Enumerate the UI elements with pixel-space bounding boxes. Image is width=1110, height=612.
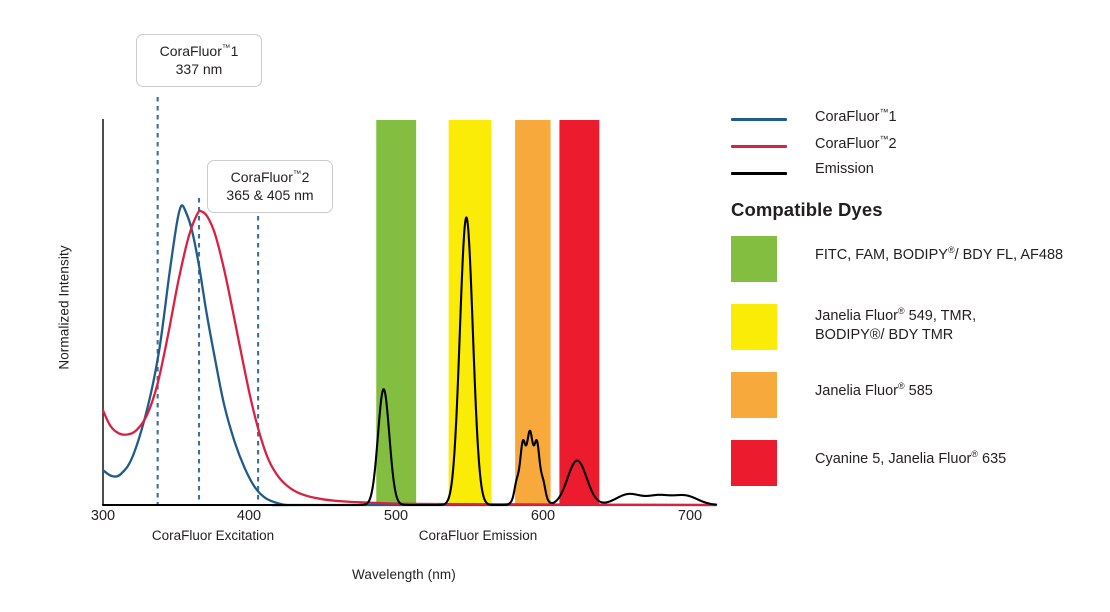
xtick-300: 300 — [90, 508, 116, 524]
trademark-glyph: ™ — [879, 134, 889, 144]
corafluor1-callout: CoraFluor™1 337 nm — [136, 34, 262, 88]
legend-item-corafluor2[interactable]: CoraFluor™2 — [731, 133, 1101, 160]
callout2-line2: 365 & 405 nm — [226, 186, 314, 203]
curve-emission — [101, 216, 718, 507]
dye-label: Cyanine 5, Janelia Fluor® 635 — [815, 449, 1007, 467]
dye-label: Janelia Fluor® 549, TMR, BODIPY®/ BDY TMR — [815, 306, 977, 343]
dye-label: Janelia Fluor® 585 — [815, 381, 933, 399]
compatible-dyes-heading: Compatible Dyes — [731, 199, 883, 220]
legend-swatch-line — [731, 172, 787, 175]
callout2-line1: CoraFluor™2 — [230, 168, 310, 185]
legend-swatch-line — [731, 145, 787, 148]
xtick-500: 500 — [383, 508, 409, 524]
xtick-600: 600 — [530, 508, 556, 524]
legend-item-corafluor1[interactable]: CoraFluor™1 — [731, 106, 1101, 133]
compatible-dyes-list: FITC, FAM, BODIPY®/ BDY FL, AF488 Janelia… — [731, 236, 1103, 508]
registered-glyph: ® — [971, 449, 978, 459]
orange-band — [515, 120, 551, 505]
legend-swatch-line — [731, 118, 787, 121]
xtick-400: 400 — [236, 508, 262, 524]
dye-row: FITC, FAM, BODIPY®/ BDY FL, AF488 — [731, 236, 1103, 282]
dye-row: Janelia Fluor® 549, TMR, BODIPY®/ BDY TMR — [731, 304, 1103, 350]
corafluor2-callout: CoraFluor™2 365 & 405 nm — [207, 160, 333, 214]
emission-range-label: CoraFluor Emission — [418, 528, 538, 543]
red-band — [559, 120, 600, 505]
emission-bands-group — [376, 120, 600, 505]
legend-item-emission[interactable]: Emission — [731, 160, 1101, 187]
dye-row: Janelia Fluor® 585 — [731, 372, 1103, 418]
dye-color-swatch — [731, 440, 777, 486]
dye-color-swatch — [731, 236, 777, 282]
spectra-curves — [101, 204, 718, 507]
callout1-line1: CoraFluor™1 — [159, 42, 239, 59]
curve-corafluor2 — [101, 209, 718, 507]
legend-label: CoraFluor™2 — [815, 134, 897, 152]
green-band — [376, 120, 417, 505]
xtick-700: 700 — [677, 508, 703, 524]
registered-glyph: ® — [898, 306, 905, 316]
callout1-line2: 337 nm — [175, 60, 223, 77]
x-axis-title: Wavelength (nm) — [352, 567, 456, 582]
y-axis-title: Normalized Intensity — [56, 245, 72, 370]
legend-label: Emission — [815, 161, 874, 177]
dye-color-swatch — [731, 304, 777, 350]
series-legend: CoraFluor™1 CoraFluor™2 Emission — [731, 106, 1101, 187]
legend-label: CoraFluor™1 — [815, 107, 897, 125]
registered-glyph: ® — [898, 381, 905, 391]
dye-color-swatch — [731, 372, 777, 418]
dye-label: FITC, FAM, BODIPY®/ BDY FL, AF488 — [815, 245, 1064, 263]
dye-row: Cyanine 5, Janelia Fluor® 635 — [731, 440, 1103, 486]
excitation-marker-lines — [156, 97, 260, 505]
registered-glyph: ® — [947, 245, 955, 255]
excitation-range-label: CoraFluor Excitation — [151, 528, 275, 543]
trademark-glyph: ™ — [879, 107, 889, 117]
